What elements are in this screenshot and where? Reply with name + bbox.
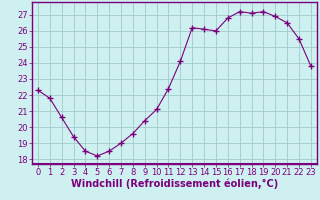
X-axis label: Windchill (Refroidissement éolien,°C): Windchill (Refroidissement éolien,°C) (71, 179, 278, 189)
